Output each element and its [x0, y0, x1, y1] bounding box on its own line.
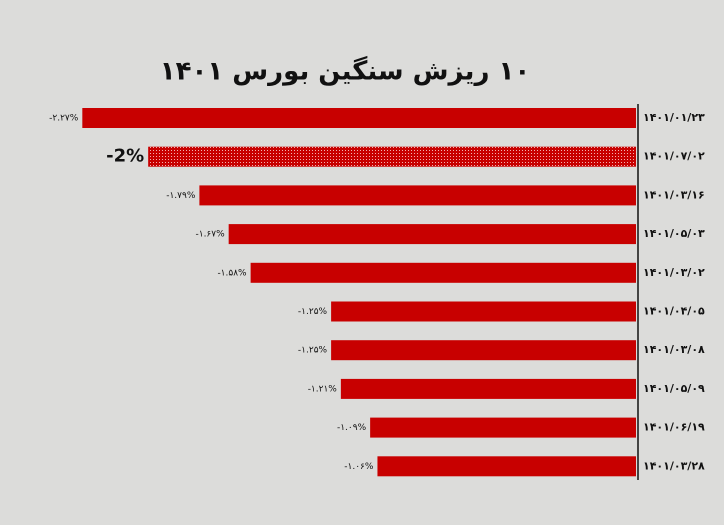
value-label: -۱.۰۶% [344, 462, 374, 472]
y-tick-label: ۱۴۰۱/۰۵/۰۳ [643, 227, 705, 240]
value-label: -۱.۰۹% [337, 423, 367, 433]
bar [331, 301, 636, 322]
bar [340, 378, 636, 399]
y-tick-label: ۱۴۰۱/۰۶/۱۹ [643, 421, 705, 434]
value-label: -۱.۷۹% [166, 191, 196, 201]
value-label: -2% [106, 146, 144, 167]
y-tick-label: ۱۴۰۱/۰۳/۰۸ [643, 343, 705, 356]
y-tick-label: ۱۴۰۱/۰۳/۲۸ [643, 459, 705, 472]
bar [199, 185, 637, 206]
y-tick-label: ۱۴۰۱/۰۳/۰۲ [643, 266, 705, 279]
y-tick-label: ۱۴۰۱/۰۳/۱۶ [643, 188, 705, 201]
bar [228, 224, 636, 245]
bar [250, 262, 637, 283]
value-label: -۲.۲۷% [49, 114, 79, 124]
bar [331, 340, 636, 361]
value-label: -۱.۲۱% [308, 384, 338, 394]
y-tick-label: ۱۴۰۱/۰۷/۰۲ [643, 150, 705, 163]
value-label: -۱.۶۷% [195, 230, 225, 240]
bar [148, 146, 636, 167]
bar [82, 108, 637, 128]
value-label: -۱.۵۸% [217, 268, 247, 278]
chart-title: ۱۰ ریزش سنگین بورس ۱۴۰۱ [160, 56, 530, 87]
bar [377, 456, 636, 477]
y-tick-label: ۱۴۰۱/۰۱/۲۳ [643, 111, 705, 124]
y-tick-label: ۱۴۰۱/۰۴/۰۵ [643, 305, 705, 318]
value-label: -۱.۲۵% [298, 307, 328, 317]
value-label: -۱.۲۵% [298, 346, 328, 356]
y-tick-label: ۱۴۰۱/۰۵/۰۹ [643, 382, 705, 395]
bar [370, 417, 636, 438]
